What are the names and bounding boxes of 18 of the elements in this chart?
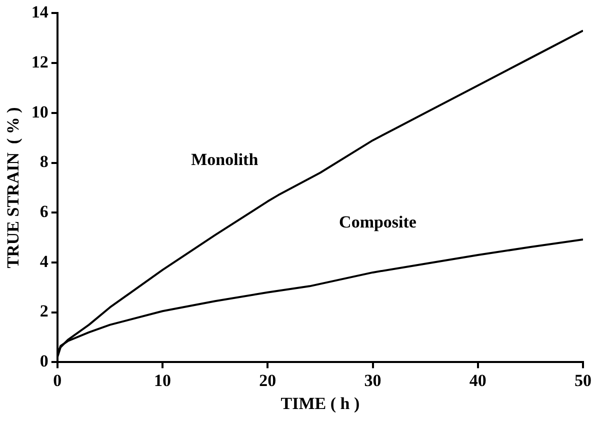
x-tick-label: 20 [259, 370, 276, 390]
x-tick-label: 50 [574, 370, 592, 390]
x-tick-label: 40 [469, 370, 486, 390]
x-tick-label: 30 [364, 370, 382, 390]
x-tick-label: 0 [53, 370, 62, 390]
y-tick-label: 12 [31, 52, 48, 72]
y-axis-title: TRUE STRAIN ( % ) [4, 107, 23, 268]
x-axis-title: TIME ( h ) [280, 394, 360, 414]
y-tick-label: 6 [40, 202, 48, 222]
series-label: Monolith [191, 150, 259, 170]
y-tick-label: 0 [40, 352, 48, 371]
y-tick-label: 2 [40, 302, 48, 321]
y-tick-label: 4 [40, 252, 49, 271]
series-label: Composite [339, 212, 417, 232]
y-tick-label: 14 [31, 2, 49, 22]
y-tick-label: 8 [40, 152, 48, 172]
y-tick-label: 10 [31, 102, 48, 122]
x-tick-label: 10 [154, 370, 172, 390]
